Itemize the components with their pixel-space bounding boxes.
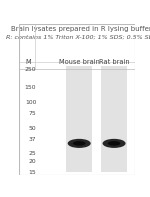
Text: 150: 150 (25, 85, 36, 90)
Text: Mouse brain: Mouse brain (59, 59, 100, 65)
Ellipse shape (108, 141, 120, 146)
Text: 37: 37 (28, 137, 36, 142)
Text: 75: 75 (28, 111, 36, 116)
Text: Rat brain: Rat brain (99, 59, 129, 65)
Text: 25: 25 (28, 151, 36, 156)
Text: M: M (26, 59, 32, 65)
Bar (19, 24, 135, 69)
Text: 20: 20 (28, 159, 36, 164)
Text: Brain lysates prepared in R lysing buffer: Brain lysates prepared in R lysing buffe… (11, 26, 150, 32)
Ellipse shape (103, 139, 126, 148)
Text: 50: 50 (28, 126, 36, 131)
Text: 15: 15 (28, 170, 36, 175)
Ellipse shape (73, 141, 85, 146)
Text: R: contains 1% Triton X-100; 1% SDS; 0.5% SDC: R: contains 1% Triton X-100; 1% SDS; 0.5… (6, 34, 150, 39)
Text: 100: 100 (25, 100, 36, 105)
Bar (66, 66, 92, 172)
Text: 250: 250 (25, 67, 36, 72)
Ellipse shape (68, 139, 91, 148)
Bar (101, 66, 127, 172)
